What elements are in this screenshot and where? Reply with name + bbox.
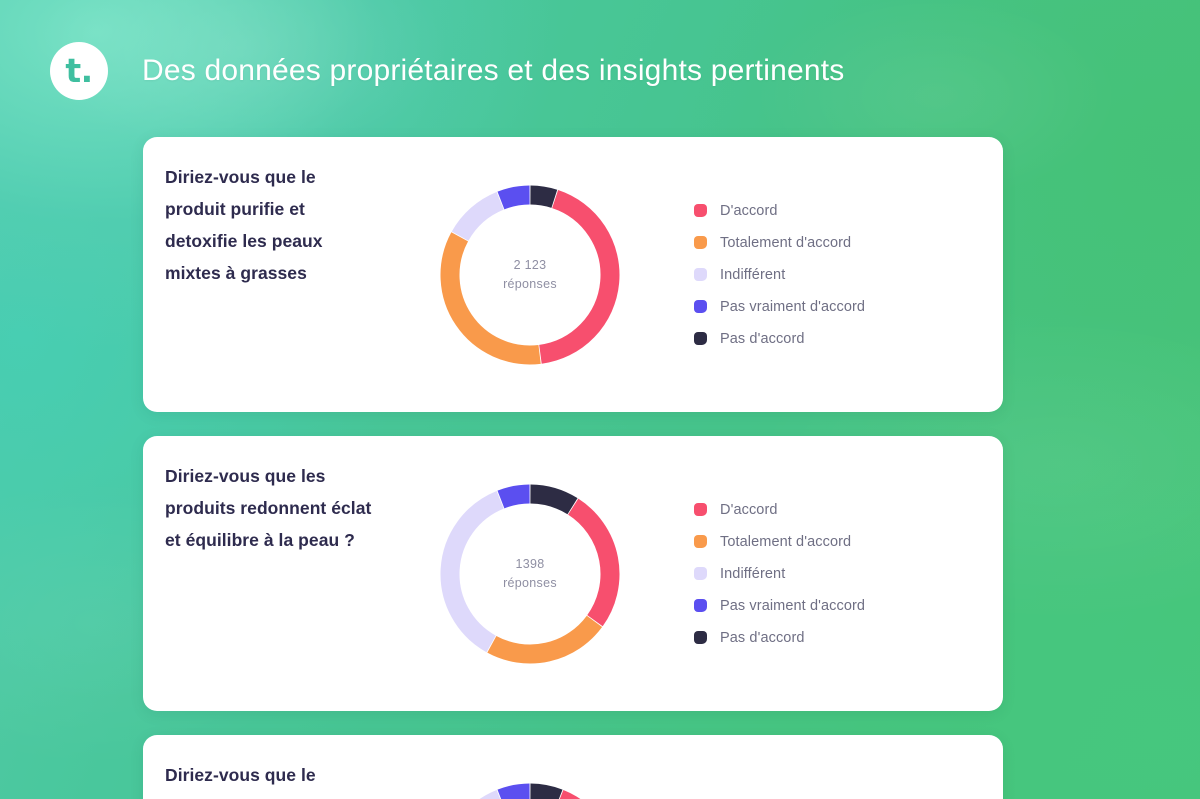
legend-item[interactable]: Indifférent (694, 558, 979, 590)
donut-chart-wrapper (380, 774, 680, 799)
legend-item[interactable]: Pas vraiment d'accord (694, 590, 979, 622)
legend-swatch-icon (694, 332, 707, 345)
donut-chart[interactable]: 2 123 réponses (431, 176, 629, 374)
legend-item-label: Pas vraiment d'accord (720, 597, 866, 614)
legend-swatch-icon (694, 631, 707, 644)
legend-item-label: D'accord (720, 202, 778, 219)
donut-segment[interactable] (497, 185, 531, 209)
donut-chart[interactable] (431, 774, 629, 799)
legend-item[interactable]: D'accord (694, 195, 979, 227)
page-title: Des données propriétaires et des insight… (142, 54, 845, 87)
survey-question: Diriez-vous que le produit ide à (165, 765, 316, 799)
page-header: t. Des données propriétaires et des insi… (50, 42, 844, 100)
donut-segment[interactable] (529, 484, 578, 514)
legend-swatch-icon (694, 268, 707, 281)
donut-segment[interactable] (567, 498, 620, 626)
donut-chart-wrapper: 1398 réponses (380, 475, 680, 673)
legend-item-label: Pas d'accord (720, 629, 805, 646)
legend-item[interactable]: D'accord (694, 793, 979, 799)
legend-item-label: Indifférent (720, 565, 786, 582)
legend-item-label: Pas vraiment d'accord (720, 298, 866, 315)
legend-swatch-icon (694, 300, 707, 313)
donut-segment[interactable] (497, 783, 530, 799)
donut-segment[interactable] (487, 614, 603, 663)
legend-item[interactable]: Totalement d'accord (694, 227, 979, 259)
legend-item-label: Totalement d'accord (720, 533, 852, 550)
legend-item[interactable]: Pas d'accord (694, 622, 979, 654)
legend-swatch-icon (694, 567, 707, 580)
legend-item-label: Indifférent (720, 266, 786, 283)
legend-item[interactable]: Indifférent (694, 259, 979, 291)
legend-item[interactable]: Totalement d'accord (694, 526, 979, 558)
legend-swatch-icon (694, 236, 707, 249)
survey-card: Diriez-vous que les produits redonnent é… (143, 436, 1003, 711)
legend-swatch-icon (694, 204, 707, 217)
donut-chart[interactable]: 1398 réponses (431, 475, 629, 673)
survey-question: Diriez-vous que le produit purifie et de… (165, 167, 323, 284)
legend-item-label: Totalement d'accord (720, 234, 852, 251)
survey-question: Diriez-vous que les produits redonnent é… (165, 466, 372, 551)
chart-legend: D'accord Totalement d'accord Indifférent Pa… (680, 494, 979, 654)
survey-card-list: Diriez-vous que le produit purifie et de… (143, 137, 1003, 799)
donut-segment[interactable] (530, 783, 563, 799)
legend-swatch-icon (694, 535, 707, 548)
donut-chart-wrapper: 2 123 réponses (380, 176, 680, 374)
legend-swatch-icon (694, 503, 707, 516)
legend-item[interactable]: D'accord (694, 494, 979, 526)
survey-card: Diriez-vous que le produit purifie et de… (143, 137, 1003, 412)
donut-segment[interactable] (440, 490, 504, 652)
legend-item-label: D'accord (720, 501, 778, 518)
donut-segment[interactable] (451, 191, 505, 241)
brand-logo: t. (50, 42, 108, 100)
donut-segment[interactable] (538, 189, 620, 364)
brand-logo-mark: t. (65, 50, 93, 90)
donut-segment[interactable] (440, 231, 541, 364)
chart-legend: D'accord Totalement d'accord Indifférent Pa… (680, 195, 979, 355)
donut-segment[interactable] (530, 185, 558, 208)
legend-item[interactable]: Pas d'accord (694, 323, 979, 355)
survey-card: Diriez-vous que le produit ide à D'accord… (143, 735, 1003, 799)
donut-segment[interactable] (497, 484, 531, 508)
legend-item-label: Pas d'accord (720, 330, 805, 347)
legend-item[interactable]: Pas vraiment d'accord (694, 291, 979, 323)
legend-swatch-icon (694, 599, 707, 612)
